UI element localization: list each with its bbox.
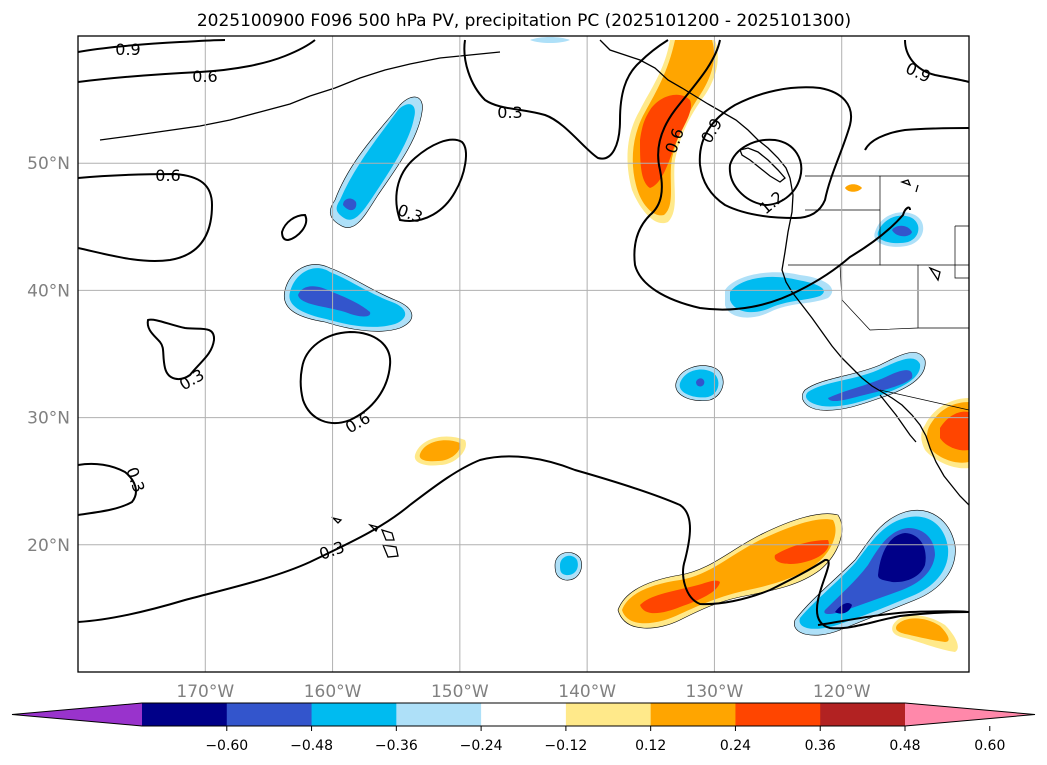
colorbar-tick-label: 0.12 [635,738,666,754]
colorbar-bin [396,703,482,726]
colorbar-tick-label: −0.60 [205,738,248,754]
pv-contour-0.3-southwest [78,462,137,516]
colorbar-tick-label: 0.60 [974,738,1005,754]
colorbar-tick-label: −0.24 [460,738,503,754]
contour-label: 0.6 [192,67,217,86]
map-title: 2025100900 F096 500 hPa PV, precipitatio… [197,11,851,31]
colorbar-bin [311,703,397,726]
pv-contour-0.9-northwest [78,39,226,53]
axis-tick-labels: 170°W 160°W 150°W 140°W 130°W 120°W 50°N 40°N 30… [27,154,871,702]
colorbar-tick-label: −0.36 [375,738,418,754]
pv-contour-0.6-ring [299,330,392,425]
lon-tick-label: 140°W [558,682,616,702]
pv-contour-0.3-southeast [817,610,969,626]
lon-tick-label: 130°W [686,682,744,702]
contour-label: 0.3 [497,103,522,122]
colorbar-bin [481,703,567,726]
colorbar-bin [735,703,821,726]
pv-contour-0.9-east [904,39,969,83]
pv-contour-0.3-ring [395,138,467,222]
colorbar-bin [226,703,313,726]
colorbar-extend-high [905,703,1035,726]
precip-negative-central-pacific [284,264,412,332]
lon-tick-label: 170°W [176,682,234,702]
colorbar-tick-label: 0.48 [889,738,920,754]
pv-contour-0.6-north [78,39,316,83]
colorbar-bin [650,703,736,726]
political-boundaries [788,175,969,411]
colorbar-tick-label: 0.36 [805,738,836,754]
pv-contour-1.2-low [728,138,803,207]
gridlines [78,36,969,672]
colorbar: −0.60 −0.48 −0.36 −0.24 −0.12 0.12 0.24 0.36 0.4… [11,702,1036,754]
pv-contour-0.6-west [78,172,214,262]
colorbar-tick-label: −0.48 [290,738,333,754]
pv-contour-0.3-north [463,39,669,160]
lat-tick-label: 20°N [27,536,70,556]
colorbar-extend-low [12,703,142,726]
colorbar-bin [565,703,652,726]
pv-contour-0.6-east [633,39,911,311]
colorbar-outline [11,702,1036,727]
colorbar-tick-label: 0.24 [720,738,751,754]
pv-contour-0.3-south [78,455,969,630]
lat-tick-label: 40°N [27,281,70,301]
colorbar-bin [820,703,906,726]
colorbar-bin [142,703,228,726]
lon-tick-label: 120°W [813,682,871,702]
lon-tick-label: 160°W [304,682,362,702]
pv-contours [78,39,969,630]
lat-tick-label: 30°N [27,409,70,429]
pv-contour-0.9-northeast [864,127,969,151]
precip-negative-baja [802,352,926,411]
shading-outlines [283,96,956,636]
contour-label: 0.6 [155,166,180,185]
lat-tick-label: 50°N [27,154,70,174]
precip-negative-nw-pacific [330,96,423,228]
pv-contour-0.3-ring-west [146,318,216,381]
colorbar-tick-label: −0.12 [544,738,587,754]
precip-negative-small-cells [530,37,724,581]
lon-tick-label: 150°W [431,682,489,702]
pv-contour-small [280,213,308,242]
map-frame [77,35,970,673]
contour-label: 0.9 [115,40,140,59]
pv-contour-0.9-low [698,86,853,220]
